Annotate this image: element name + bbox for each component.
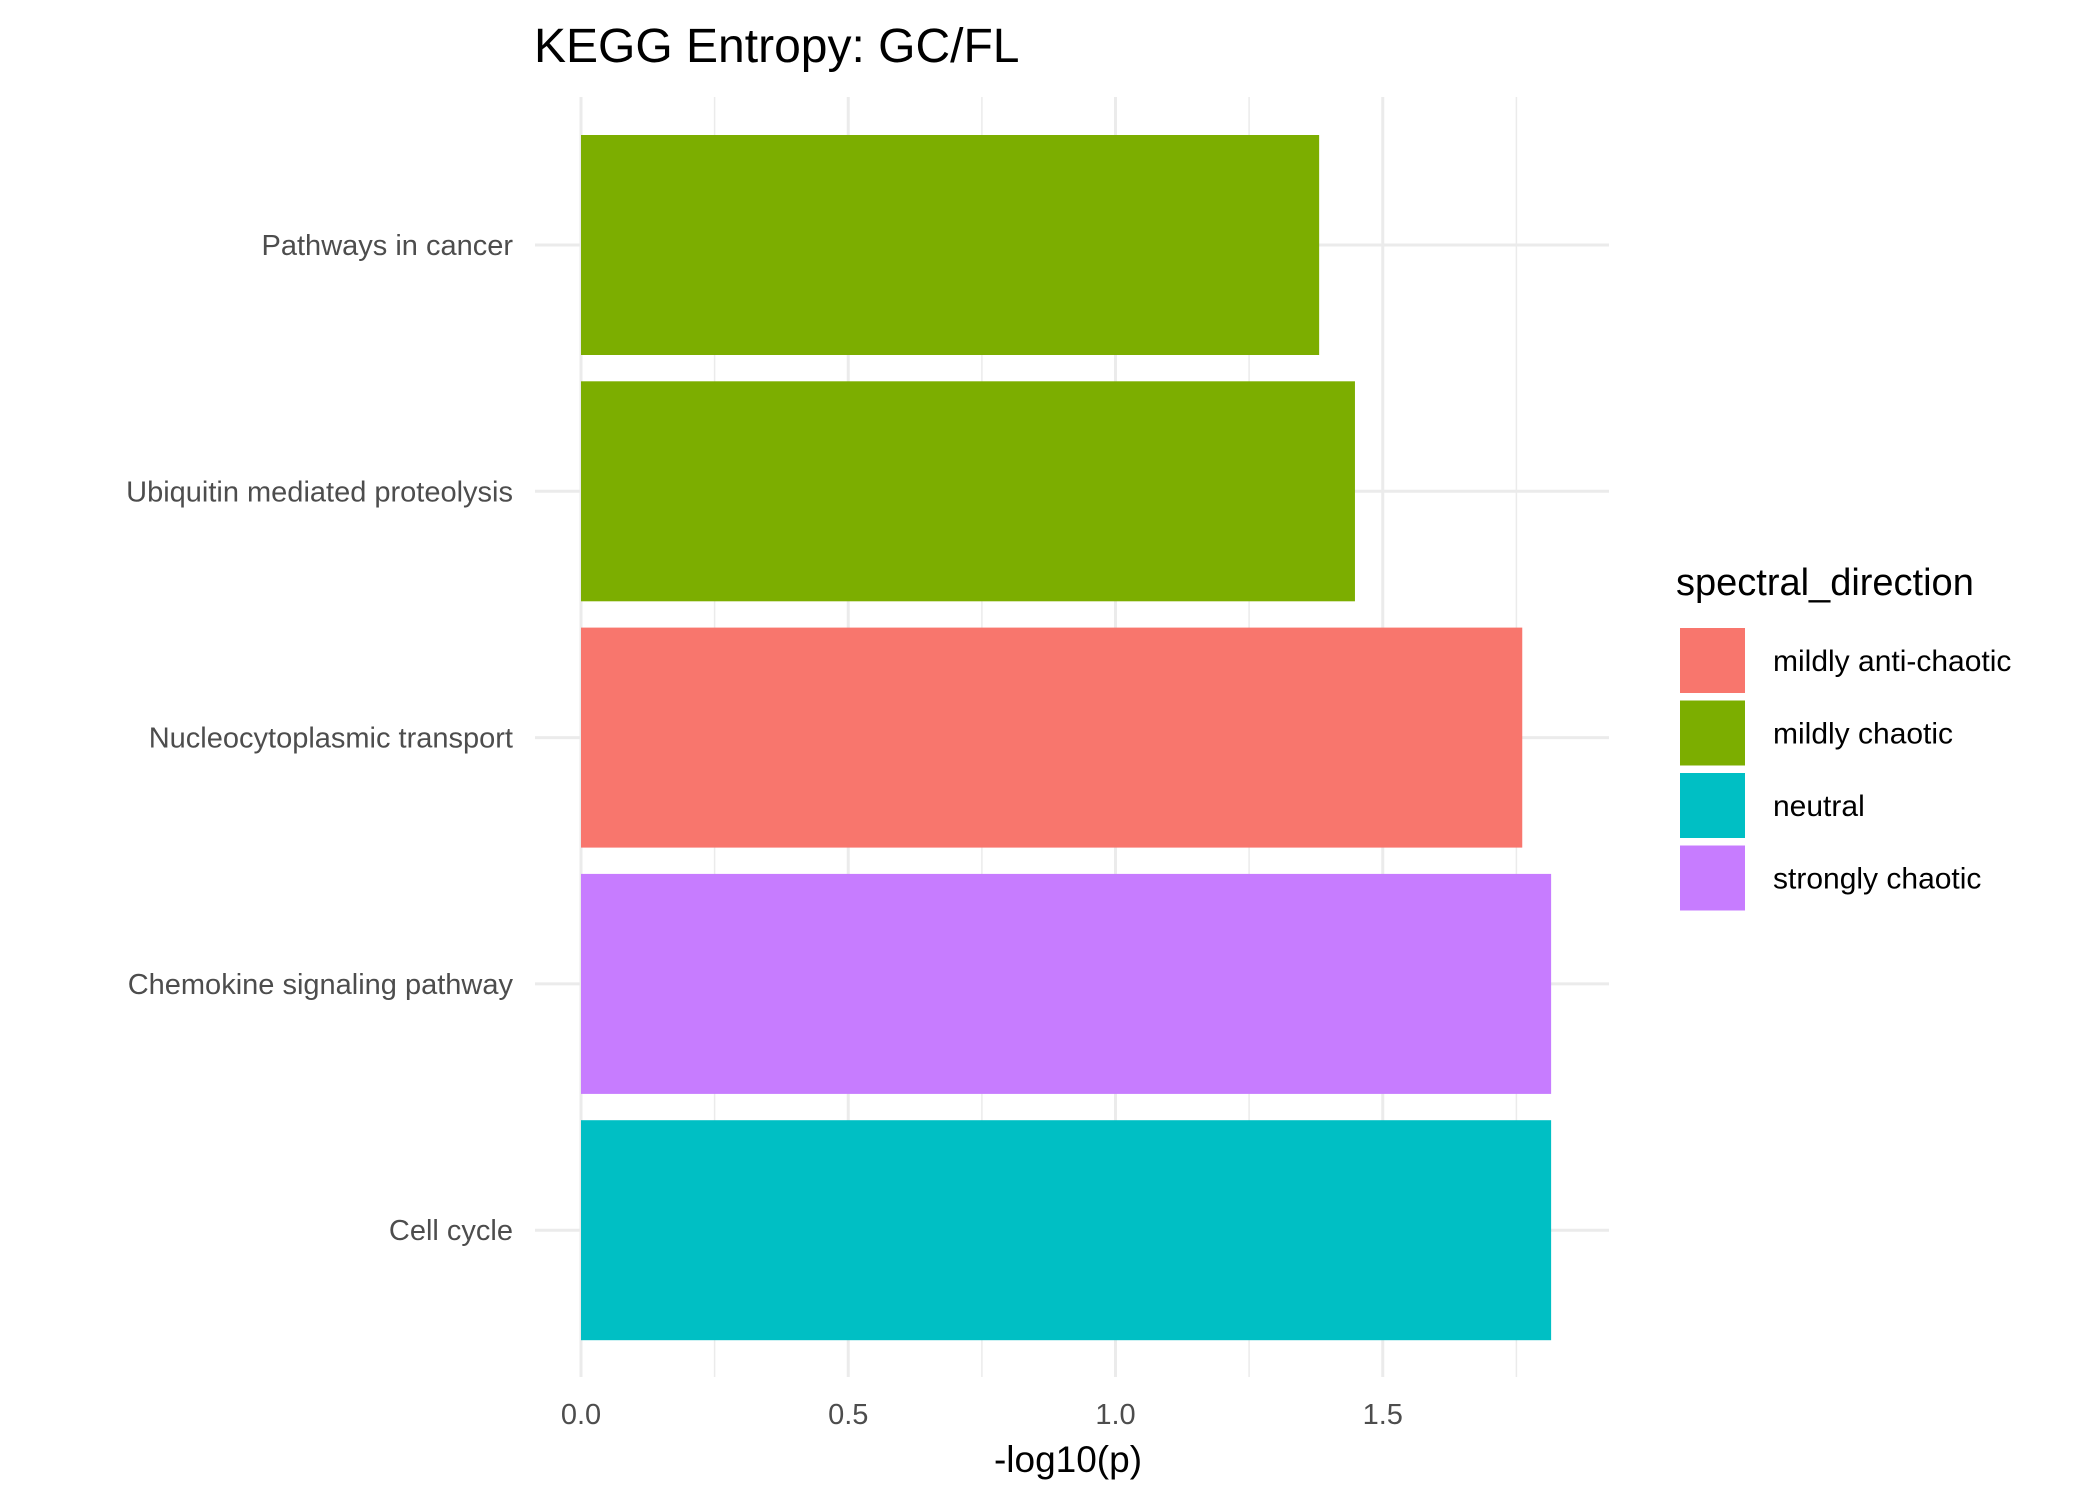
y-tick-label: Pathways in cancer [262,230,514,262]
bar [581,1120,1552,1341]
y-axis-labels: Pathways in cancer Ubiquitin mediated pro… [126,230,513,1247]
legend-key [1680,773,1745,838]
bar [581,381,1355,602]
y-tick-label: Nucleocytoplasmic transport [149,723,513,755]
legend-label: neutral [1773,790,1865,823]
legend-title: spectral_direction [1676,562,1974,604]
y-tick-label: Ubiquitin mediated proteolysis [126,476,513,508]
legend: spectral_direction mildly anti-chaotic mi… [1676,562,2011,911]
x-tick-label: 1.0 [1095,1399,1135,1431]
legend-label: mildly chaotic [1773,718,1953,751]
legend-key [1680,700,1745,766]
x-tick-label: 0.5 [828,1399,868,1431]
y-tick-label: Chemokine signaling pathway [128,969,514,1001]
legend-key [1680,628,1745,693]
y-tick-label: Cell cycle [389,1215,513,1247]
x-tick-label: 0.0 [561,1399,601,1431]
x-axis-labels: 0.0 0.5 1.0 1.5 [561,1399,1403,1431]
bar [581,135,1320,355]
bar [581,873,1552,1094]
legend-label: mildly anti-chaotic [1773,645,2011,678]
chart-title: KEGG Entropy: GC/FL [534,20,1019,73]
legend-key [1680,845,1745,911]
legend-label: strongly chaotic [1773,863,1981,896]
bars [581,135,1552,1341]
x-tick-label: 1.5 [1363,1399,1403,1431]
bar [581,627,1523,848]
x-axis-title: -log10(p) [994,1439,1142,1480]
